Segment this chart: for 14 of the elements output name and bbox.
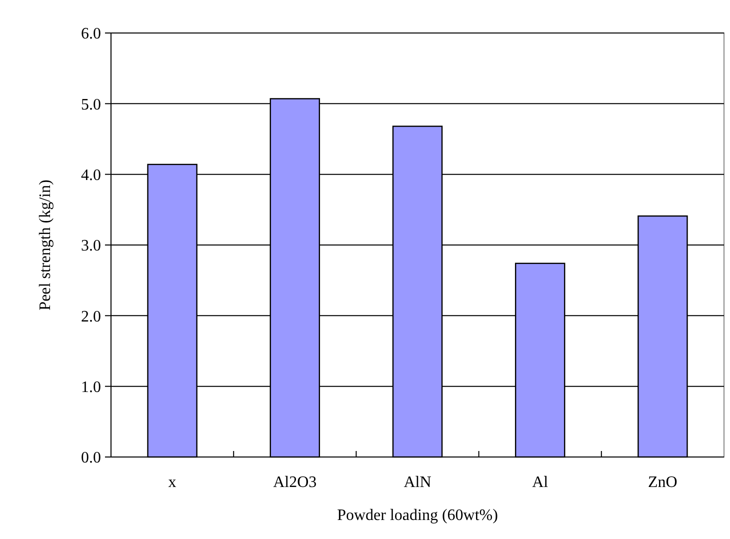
y-tick-label: 0.0 — [81, 450, 101, 467]
x-tick-label: Al — [532, 474, 549, 491]
y-tick-label: 5.0 — [81, 96, 101, 114]
y-axis-title: Peel strength (kg/in) — [37, 180, 54, 310]
x-axis-title: Powder loading (60wt%) — [337, 507, 498, 524]
x-tick-label: x — [168, 474, 176, 491]
y-tick-label: 3.0 — [81, 238, 101, 255]
x-tick-label: ZnO — [648, 474, 678, 491]
y-tick-label: 1.0 — [81, 378, 101, 396]
x-tick-label: AlN — [404, 474, 432, 491]
y-tick-label: 2.0 — [81, 308, 101, 326]
x-tick-label: Al2O3 — [273, 474, 317, 491]
y-tick-label: 6.0 — [81, 26, 101, 43]
y-tick-label: 4.0 — [81, 166, 101, 184]
